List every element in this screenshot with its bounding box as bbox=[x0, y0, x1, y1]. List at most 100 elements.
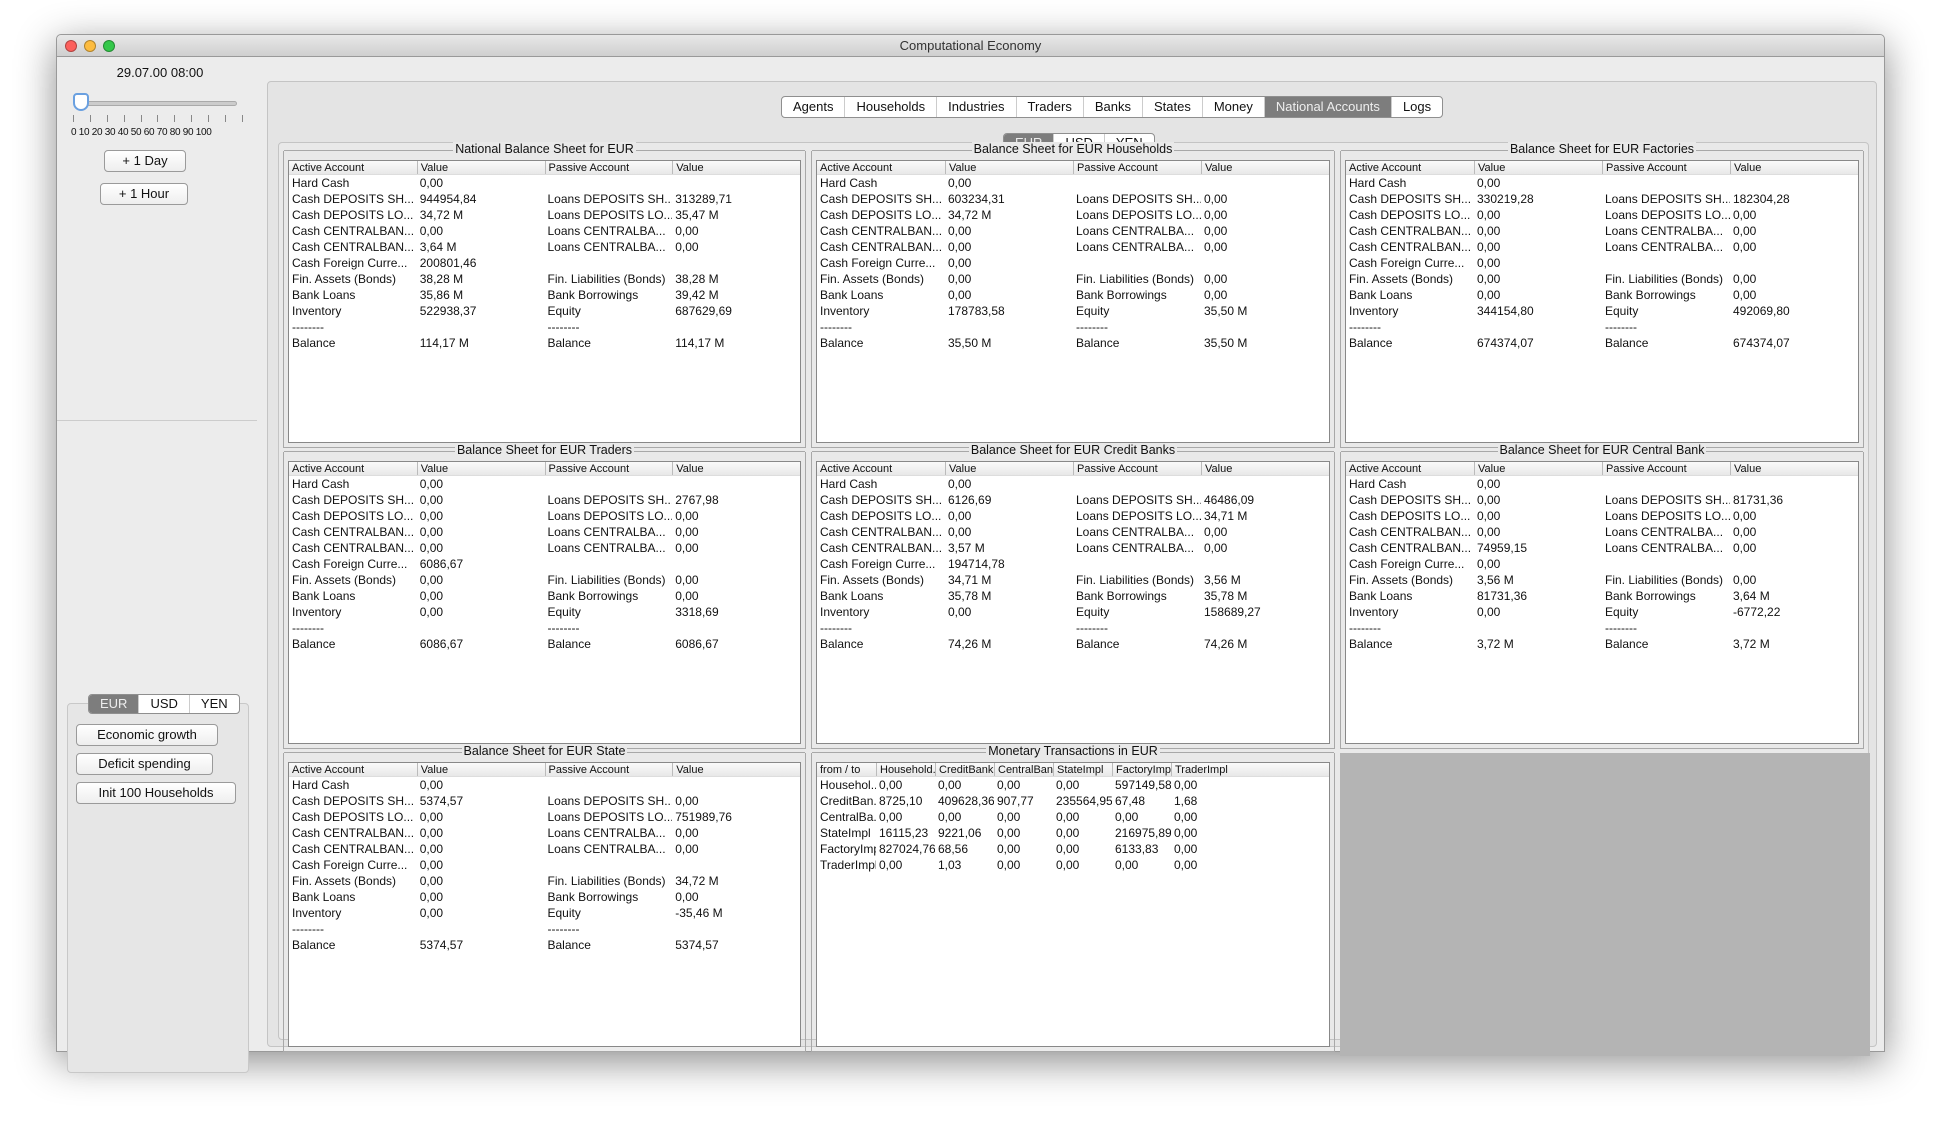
table-row[interactable]: Cash CENTRALBAN... 0,00 Loans CENTRALBA...… bbox=[817, 524, 1329, 540]
column-header[interactable]: CreditBank... bbox=[935, 763, 994, 776]
column-header[interactable]: Value bbox=[945, 161, 1073, 174]
table-row[interactable]: -------- -------- bbox=[289, 620, 800, 636]
minimize-window-button[interactable] bbox=[84, 40, 96, 52]
table-row[interactable]: Cash DEPOSITS SH... 0,00 Loans DEPOSITS SH… bbox=[1346, 492, 1858, 508]
close-window-button[interactable] bbox=[65, 40, 77, 52]
plus-1-hour-button[interactable]: + 1 Hour bbox=[100, 183, 188, 205]
column-header[interactable]: Passive Account bbox=[1602, 161, 1730, 174]
table-row[interactable]: CentralBa...0,000,000,000,000,000,00 bbox=[817, 809, 1329, 825]
tab-logs[interactable]: Logs bbox=[1390, 97, 1442, 117]
column-header[interactable]: Value bbox=[1201, 161, 1329, 174]
table-row[interactable]: Inventory 522938,37 Equity 687629,69 bbox=[289, 303, 800, 319]
table-row[interactable]: Inventory 0,00 Equity 3318,69 bbox=[289, 604, 800, 620]
table-row[interactable]: -------- -------- bbox=[289, 319, 800, 335]
deficit-spending-button[interactable]: Deficit spending bbox=[76, 753, 213, 775]
column-header[interactable]: Passive Account bbox=[1073, 462, 1201, 475]
table-row[interactable]: Balance 35,50 M Balance 35,50 M bbox=[817, 335, 1329, 351]
table-row[interactable]: -------- -------- bbox=[817, 319, 1329, 335]
table-row[interactable]: Bank Loans 0,00 Bank Borrowings 0,00 bbox=[289, 588, 800, 604]
table-row[interactable]: Cash CENTRALBAN... 74959,15 Loans CENTRALB… bbox=[1346, 540, 1858, 556]
scenario-currency-usd[interactable]: USD bbox=[138, 695, 188, 713]
plus-1-day-button[interactable]: + 1 Day bbox=[104, 150, 186, 172]
table-row[interactable]: Cash Foreign Curre... 0,00 bbox=[1346, 556, 1858, 572]
column-header[interactable]: Passive Account bbox=[544, 462, 673, 475]
tab-states[interactable]: States bbox=[1141, 97, 1202, 117]
table-row[interactable]: Bank Loans 35,86 M Bank Borrowings 39,42 M bbox=[289, 287, 800, 303]
table-row[interactable]: Cash DEPOSITS SH... 0,00 Loans DEPOSITS SH… bbox=[289, 492, 800, 508]
column-header[interactable]: Active Account bbox=[820, 463, 893, 475]
table-row[interactable]: Balance 674374,07 Balance 674374,07 bbox=[1346, 335, 1858, 351]
table-row[interactable]: Balance 74,26 M Balance 74,26 M bbox=[817, 636, 1329, 652]
table-row[interactable]: Cash CENTRALBAN... 0,00 Loans CENTRALBA...… bbox=[817, 223, 1329, 239]
column-header[interactable]: Value bbox=[672, 462, 800, 475]
table-row[interactable]: Bank Loans 0,00 Bank Borrowings 0,00 bbox=[1346, 287, 1858, 303]
table-row[interactable]: Hard Cash 0,00 bbox=[817, 476, 1329, 492]
column-header[interactable]: Passive Account bbox=[544, 763, 673, 776]
table-row[interactable]: Cash CENTRALBAN... 3,57 M Loans CENTRALBA.… bbox=[817, 540, 1329, 556]
column-header[interactable]: Value bbox=[1474, 462, 1602, 475]
tab-industries[interactable]: Industries bbox=[936, 97, 1015, 117]
column-header[interactable]: Active Account bbox=[820, 162, 893, 174]
column-header[interactable]: Value bbox=[1730, 161, 1858, 174]
table-row[interactable]: Cash DEPOSITS LO... 0,00 Loans DEPOSITS LO… bbox=[817, 508, 1329, 524]
table-row[interactable]: Inventory 0,00 Equity -35,46 M bbox=[289, 905, 800, 921]
table-row[interactable]: Cash DEPOSITS LO... 0,00 Loans DEPOSITS LO… bbox=[1346, 508, 1858, 524]
economic-growth-button[interactable]: Economic growth bbox=[76, 724, 218, 746]
table-row[interactable]: Cash CENTRALBAN... 0,00 Loans CENTRALBA...… bbox=[289, 223, 800, 239]
table-row[interactable]: Balance 5374,57 Balance 5374,57 bbox=[289, 937, 800, 953]
slider-track[interactable] bbox=[77, 101, 237, 106]
tab-money[interactable]: Money bbox=[1201, 97, 1264, 117]
column-header[interactable]: Active Account bbox=[1349, 463, 1422, 475]
tab-households[interactable]: Households bbox=[844, 97, 936, 117]
tab-agents[interactable]: Agents bbox=[793, 99, 834, 114]
column-header[interactable]: Active Account bbox=[292, 463, 365, 475]
table-row[interactable]: Cash DEPOSITS LO... 34,72 M Loans DEPOSITS… bbox=[817, 207, 1329, 223]
table-row[interactable]: Fin. Assets (Bonds) 0,00 Fin. Liabilities … bbox=[1346, 271, 1858, 287]
column-header[interactable]: Value bbox=[672, 763, 800, 776]
table-row[interactable]: Cash CENTRALBAN... 0,00 Loans CENTRALBA...… bbox=[1346, 223, 1858, 239]
table-row[interactable]: Cash CENTRALBAN... 0,00 Loans CENTRALBA...… bbox=[289, 540, 800, 556]
column-header[interactable]: Passive Account bbox=[544, 161, 673, 174]
table-row[interactable]: Hard Cash 0,00 bbox=[1346, 175, 1858, 191]
table-row[interactable]: -------- -------- bbox=[817, 620, 1329, 636]
table-row[interactable]: Balance 3,72 M Balance 3,72 M bbox=[1346, 636, 1858, 652]
table-row[interactable]: Cash DEPOSITS SH... 944954,84 Loans DEPOSI… bbox=[289, 191, 800, 207]
tab-national-accounts[interactable]: National Accounts bbox=[1263, 97, 1391, 117]
table-row[interactable]: Bank Loans 0,00 Bank Borrowings 0,00 bbox=[289, 889, 800, 905]
table-row[interactable]: Cash Foreign Curre... 0,00 bbox=[817, 255, 1329, 271]
table-row[interactable]: Cash DEPOSITS LO... 0,00 Loans DEPOSITS LO… bbox=[1346, 207, 1858, 223]
tab-traders[interactable]: Traders bbox=[1015, 97, 1083, 117]
table-row[interactable]: Cash DEPOSITS SH... 5374,57 Loans DEPOSITS… bbox=[289, 793, 800, 809]
table-row[interactable]: Bank Loans 0,00 Bank Borrowings 0,00 bbox=[817, 287, 1329, 303]
table-row[interactable]: Fin. Assets (Bonds) 3,56 M Fin. Liabilitie… bbox=[1346, 572, 1858, 588]
slider-knob[interactable] bbox=[73, 93, 89, 111]
column-header[interactable]: Value bbox=[416, 161, 545, 174]
table-row[interactable]: Balance 6086,67 Balance 6086,67 bbox=[289, 636, 800, 652]
table-row[interactable]: Bank Loans 81731,36 Bank Borrowings 3,64 M bbox=[1346, 588, 1858, 604]
table-row[interactable]: Cash CENTRALBAN... 0,00 Loans CENTRALBA...… bbox=[1346, 239, 1858, 255]
table-row[interactable]: Fin. Assets (Bonds) 0,00 Fin. Liabilities … bbox=[289, 873, 800, 889]
scenario-currency-eur[interactable]: EUR bbox=[89, 695, 139, 713]
table-row[interactable]: Fin. Assets (Bonds) 38,28 M Fin. Liabiliti… bbox=[289, 271, 800, 287]
table-row[interactable]: Bank Loans 35,78 M Bank Borrowings 35,78 M bbox=[817, 588, 1329, 604]
table-row[interactable]: Inventory 178783,58 Equity 35,50 M bbox=[817, 303, 1329, 319]
table-row[interactable]: Cash Foreign Curre... 194714,78 bbox=[817, 556, 1329, 572]
column-header[interactable]: TraderImpl bbox=[1171, 763, 1230, 776]
column-header[interactable]: Value bbox=[1201, 462, 1329, 475]
table-row[interactable]: Hard Cash 0,00 bbox=[1346, 476, 1858, 492]
table-row[interactable]: Fin. Assets (Bonds) 34,71 M Fin. Liabiliti… bbox=[817, 572, 1329, 588]
table-row[interactable]: Hard Cash 0,00 bbox=[289, 777, 800, 793]
table-row[interactable]: Inventory 0,00 Equity 158689,27 bbox=[817, 604, 1329, 620]
column-header[interactable]: Value bbox=[1474, 161, 1602, 174]
column-header[interactable]: Passive Account bbox=[1602, 462, 1730, 475]
table-row[interactable]: Cash DEPOSITS SH... 6126,69 Loans DEPOSITS… bbox=[817, 492, 1329, 508]
table-row[interactable]: Fin. Assets (Bonds) 0,00 Fin. Liabilities … bbox=[817, 271, 1329, 287]
table-row[interactable]: Cash Foreign Curre... 6086,67 bbox=[289, 556, 800, 572]
table-row[interactable]: Hard Cash 0,00 bbox=[817, 175, 1329, 191]
table-row[interactable]: Cash DEPOSITS SH... 330219,28 Loans DEPOSI… bbox=[1346, 191, 1858, 207]
table-row[interactable]: Inventory 344154,80 Equity 492069,80 bbox=[1346, 303, 1858, 319]
column-header[interactable]: Value bbox=[672, 161, 800, 174]
column-header[interactable]: Value bbox=[945, 462, 1073, 475]
table-row[interactable]: Fin. Assets (Bonds) 0,00 Fin. Liabilities … bbox=[289, 572, 800, 588]
